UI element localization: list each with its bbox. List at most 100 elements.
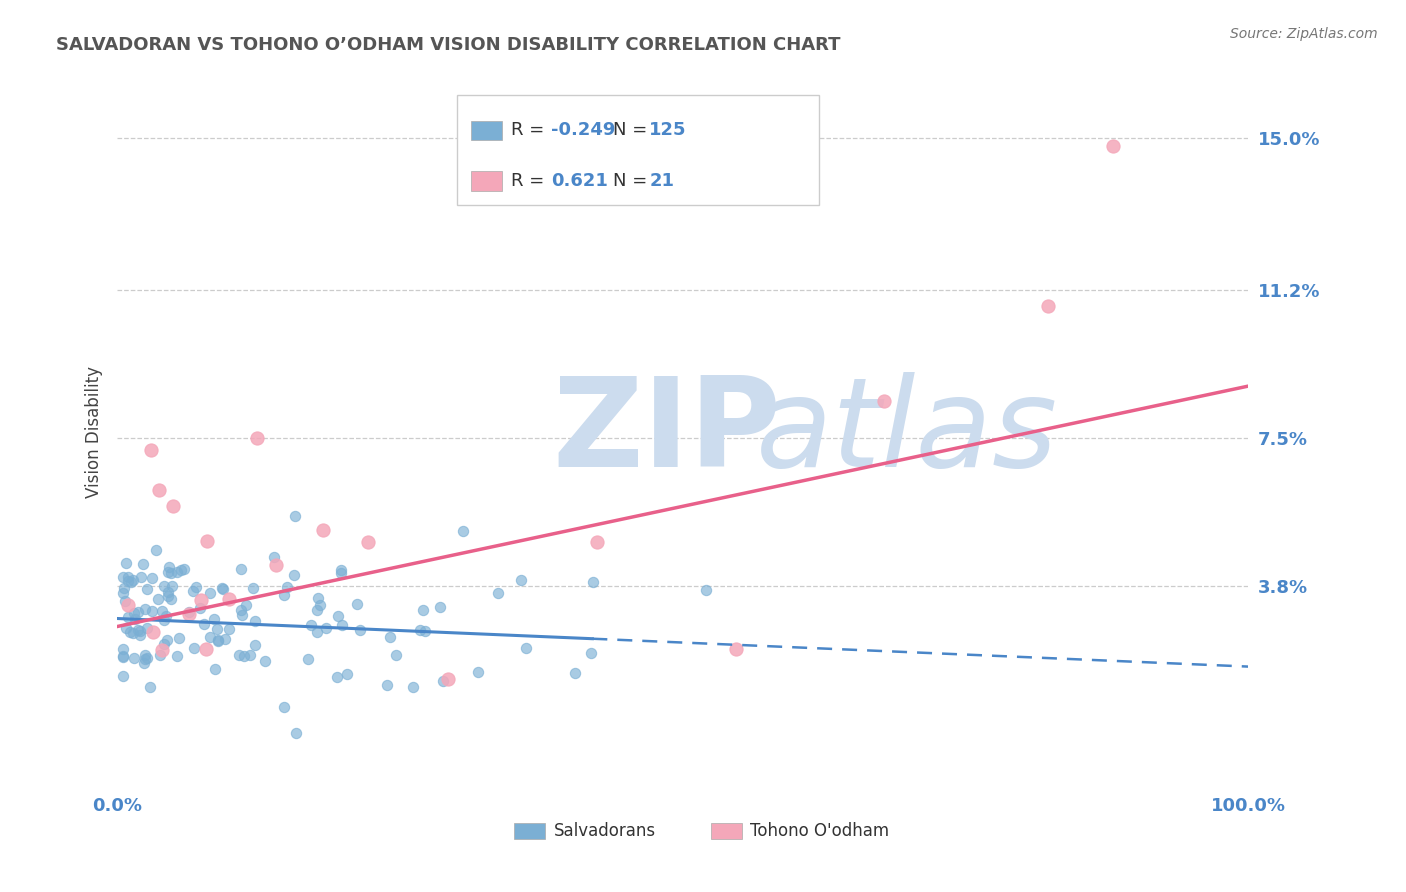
Point [112, 581, 135, 595]
Text: 125: 125 [650, 121, 686, 139]
Point [195, 533, 218, 548]
Text: N =: N = [613, 172, 658, 190]
Point [429, 599, 451, 614]
Point [413, 624, 436, 639]
Point [157, 585, 180, 599]
Point [564, 666, 586, 681]
Point [329, 563, 352, 577]
Point [111, 570, 134, 584]
Point [214, 632, 236, 646]
Point [384, 648, 406, 662]
Point [155, 609, 177, 624]
Point [166, 648, 188, 663]
Point [170, 563, 193, 577]
Point [190, 593, 212, 607]
Point [188, 601, 211, 615]
Point [136, 651, 159, 665]
Point [231, 608, 253, 623]
Point [239, 648, 262, 662]
Point [112, 669, 135, 683]
Point [273, 699, 295, 714]
Point [467, 665, 489, 680]
Point [156, 565, 179, 579]
Point [167, 631, 190, 645]
Point [299, 618, 322, 632]
Point [1101, 138, 1123, 153]
Point [243, 614, 266, 628]
Point [212, 582, 235, 596]
Point [131, 557, 153, 571]
Point [284, 725, 307, 739]
Text: Tohono O'odham: Tohono O'odham [751, 822, 890, 840]
Point [725, 642, 748, 657]
Point [312, 524, 335, 538]
Point [1038, 299, 1060, 313]
Text: SALVADORAN VS TOHONO O’ODHAM VISION DISABILITY CORRELATION CHART: SALVADORAN VS TOHONO O’ODHAM VISION DISA… [56, 36, 841, 54]
Point [179, 607, 201, 622]
Point [297, 652, 319, 666]
Point [120, 575, 142, 590]
Point [122, 573, 145, 587]
Point [138, 680, 160, 694]
Point [253, 655, 276, 669]
Point [586, 535, 609, 549]
Point [330, 566, 353, 580]
Point [148, 483, 170, 498]
Point [149, 648, 172, 662]
Point [412, 603, 434, 617]
Point [153, 636, 176, 650]
Point [127, 606, 149, 620]
Point [453, 524, 475, 539]
Point [211, 581, 233, 595]
Point [235, 598, 257, 612]
Point [581, 646, 603, 660]
Point [117, 599, 139, 613]
Point [276, 580, 298, 594]
Point [243, 638, 266, 652]
Point [283, 568, 305, 582]
Point [218, 622, 240, 636]
Point [111, 641, 134, 656]
Point [198, 586, 221, 600]
Point [111, 648, 134, 663]
Point [121, 626, 143, 640]
Point [117, 574, 139, 589]
Point [228, 648, 250, 662]
Point [307, 603, 329, 617]
Point [328, 608, 350, 623]
Point [308, 598, 330, 612]
Point [375, 678, 398, 692]
Point [184, 580, 207, 594]
Point [193, 616, 215, 631]
Point [204, 662, 226, 676]
Point [336, 666, 359, 681]
Point [207, 633, 229, 648]
Point [432, 674, 454, 689]
Point [153, 613, 176, 627]
Point [129, 628, 152, 642]
Point [177, 605, 200, 619]
Point [111, 649, 134, 664]
Point [264, 558, 287, 572]
Text: 0.621: 0.621 [551, 172, 607, 190]
Point [127, 623, 149, 637]
Point [263, 549, 285, 564]
Point [115, 556, 138, 570]
Point [134, 652, 156, 666]
Point [202, 612, 225, 626]
Point [122, 607, 145, 621]
Point [141, 443, 163, 458]
Point [326, 670, 349, 684]
Point [118, 625, 141, 640]
Text: -0.249: -0.249 [551, 121, 616, 139]
Point [229, 603, 252, 617]
Point [136, 582, 159, 596]
Point [150, 643, 173, 657]
Point [117, 610, 139, 624]
Point [315, 621, 337, 635]
Point [509, 573, 531, 587]
Point [160, 579, 183, 593]
Point [330, 618, 353, 632]
Point [486, 586, 509, 600]
Point [582, 575, 605, 590]
